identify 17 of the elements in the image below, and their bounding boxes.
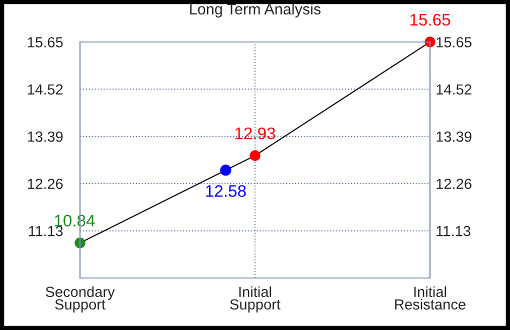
y2-tick-label: 14.52 [436, 84, 472, 95]
y2-tick-label: 11.13 [436, 226, 470, 236]
data-label: 12.93 [235, 127, 276, 140]
y-tick-label: 11.13 [29, 226, 63, 236]
x-tick-label: Secondary Support [46, 286, 115, 312]
x-tick-label: Initial Resistance [395, 286, 466, 310]
y2-tick-label: 12.26 [436, 178, 472, 190]
y-tick-label: 12.26 [28, 178, 63, 190]
y-tick-label: 14.52 [28, 84, 63, 95]
data-label: 15.65 [410, 14, 450, 26]
y2-tick-label: 13.39 [436, 132, 472, 142]
chart-title: Long Term Analysis [190, 3, 321, 18]
annotation: 12.58 [206, 185, 246, 197]
y-tick-label: 15.65 [28, 37, 63, 48]
y-tick-label: 13.39 [28, 132, 63, 142]
x-tick-label: Initial Support [230, 286, 280, 312]
y2-tick-label: 15.65 [436, 37, 472, 48]
